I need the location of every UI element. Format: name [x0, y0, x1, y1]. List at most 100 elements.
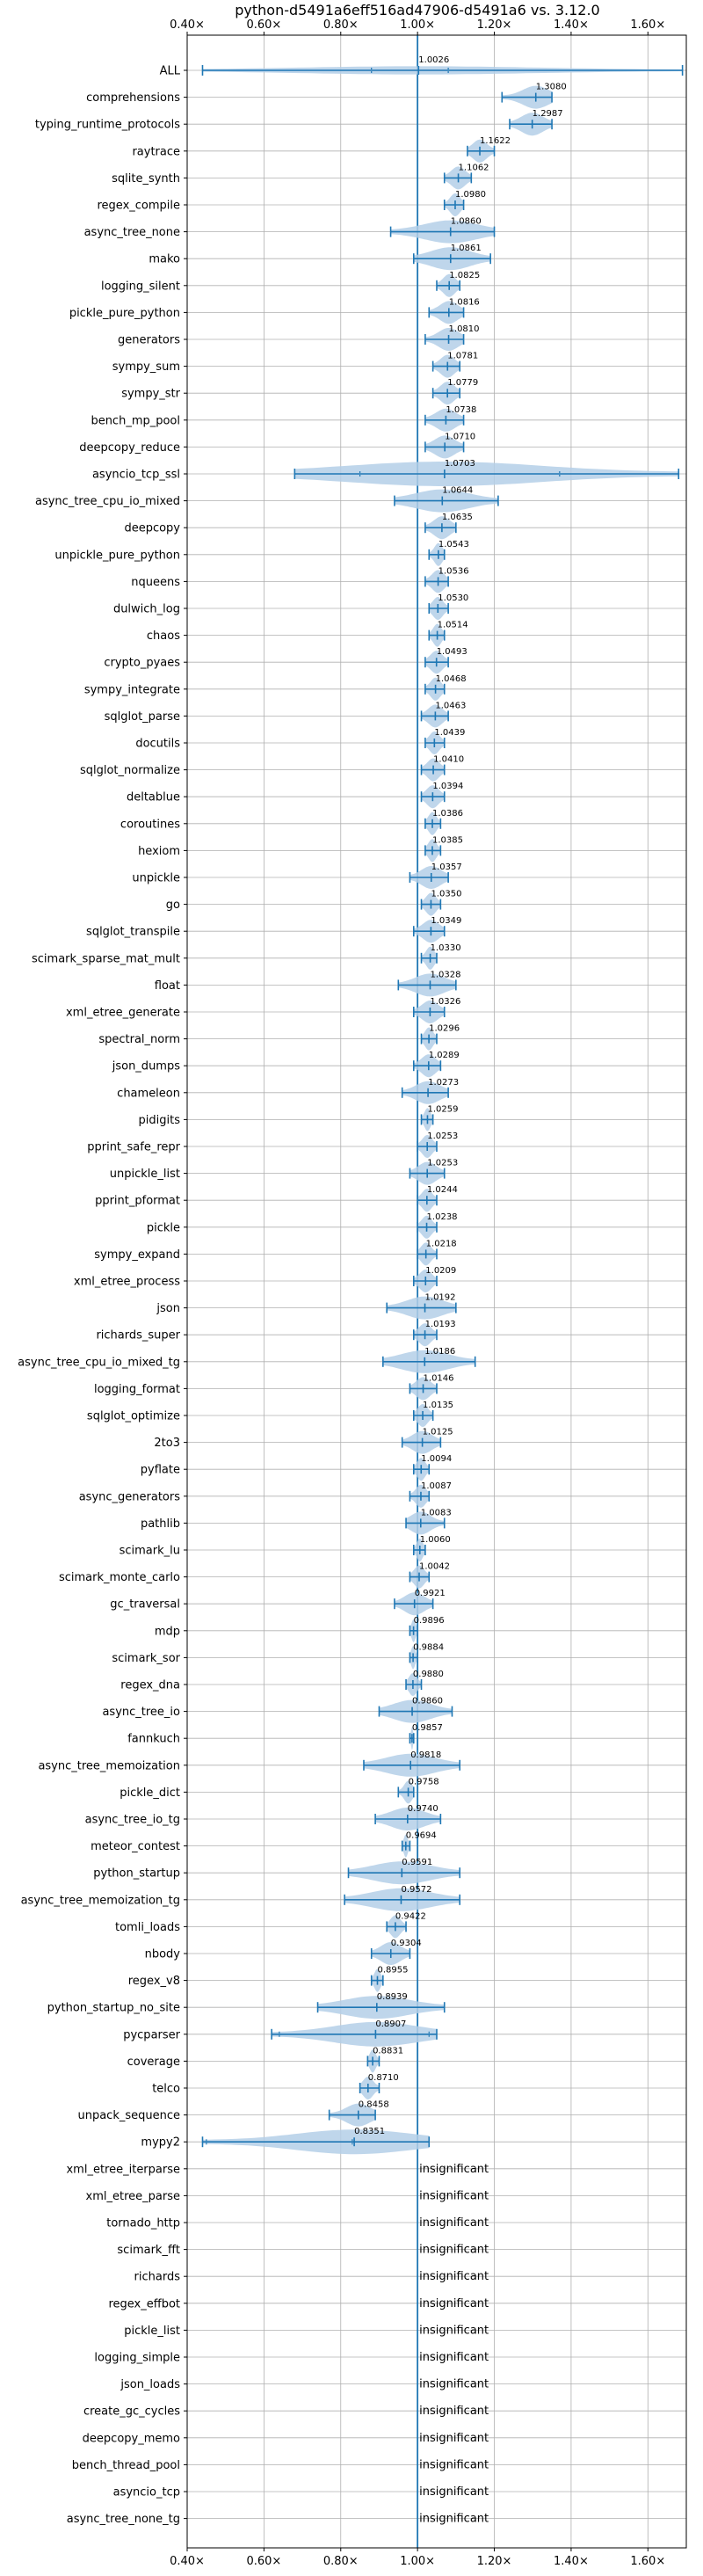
x-tick-label-bottom: 1.40× [554, 2555, 589, 2568]
insignificant-label: insignificant [419, 2244, 489, 2257]
category-label: mako [149, 253, 180, 266]
category-label: bench_mp_pool [91, 414, 180, 427]
value-label: 1.3080 [536, 83, 567, 92]
value-label: 0.9857 [412, 1723, 443, 1733]
category-label: pyflate [141, 1464, 180, 1477]
category-label: scimark_lu [120, 1545, 180, 1558]
category-label: scimark_sor [112, 1652, 180, 1665]
category-label: regex_v8 [128, 1975, 180, 1988]
category-label: chameleon [117, 1087, 180, 1100]
insignificant-label: insignificant [419, 2163, 489, 2176]
category-label: pprint_pformat [95, 1195, 180, 1208]
value-label: 0.9422 [395, 1911, 426, 1921]
value-label: 1.2987 [533, 109, 563, 119]
category-label: float [155, 979, 180, 993]
value-label: 1.0042 [419, 1562, 450, 1572]
value-label: 1.0350 [431, 890, 461, 899]
category-label: pickle_pure_python [69, 307, 180, 320]
category-label: richards [134, 2271, 181, 2284]
category-label: unpickle_list [110, 1168, 180, 1181]
category-label: async_tree_none_tg [67, 2513, 180, 2526]
value-label: 1.1622 [480, 136, 511, 146]
value-label: 1.0710 [445, 432, 475, 441]
x-tick-label-bottom: 1.60× [630, 2555, 665, 2568]
value-label: 1.0394 [432, 782, 463, 791]
value-label: 1.0493 [437, 647, 467, 657]
insignificant-label: insignificant [419, 2351, 489, 2364]
category-label: pickle_list [124, 2325, 180, 2338]
category-label: coroutines [120, 818, 180, 831]
category-label: sympy_str [121, 388, 180, 401]
value-label: 1.0439 [434, 728, 465, 738]
value-label: 1.0273 [428, 1078, 459, 1088]
value-label: 1.0861 [451, 244, 482, 253]
category-label: deepcopy [124, 522, 180, 535]
value-label: 1.0125 [423, 1428, 453, 1437]
category-label: json [156, 1302, 180, 1315]
value-label: 1.0543 [438, 540, 469, 549]
value-label: 1.0410 [433, 755, 464, 765]
insignificant-label: insignificant [419, 2189, 489, 2202]
category-label: 2to3 [154, 1437, 180, 1450]
category-label: pickle_dict [120, 1786, 180, 1800]
category-label: sqlglot_normalize [80, 764, 180, 777]
x-tick-label-top: 1.40× [554, 18, 589, 32]
value-label: 1.0514 [438, 621, 468, 630]
category-label: generators [118, 334, 180, 347]
value-label: 1.0385 [432, 835, 463, 845]
category-label: scimark_fft [117, 2244, 180, 2257]
value-label: 1.0209 [425, 1266, 456, 1276]
category-label: docutils [135, 738, 180, 751]
category-label: logging_silent [101, 280, 180, 293]
category-label: mdp [155, 1625, 180, 1638]
value-label: 0.9880 [413, 1670, 444, 1679]
category-label: tornado_http [106, 2217, 180, 2230]
value-label: 1.0253 [427, 1159, 458, 1168]
value-label: 1.0703 [445, 459, 475, 469]
value-label: 1.0238 [427, 1212, 458, 1222]
value-label: 1.0253 [427, 1132, 458, 1141]
category-label: scimark_sparse_mat_mult [32, 952, 180, 965]
category-label: unpickle [132, 872, 180, 885]
category-label: sqlglot_transpile [86, 926, 180, 939]
value-label: 1.0218 [426, 1239, 457, 1248]
value-label: 1.0860 [451, 217, 482, 227]
value-label: 0.8907 [375, 2019, 406, 2029]
value-label: 0.9921 [415, 1589, 446, 1598]
value-label: 0.9896 [414, 1616, 445, 1626]
value-label: 1.0326 [430, 997, 460, 1007]
category-label: telco [152, 2083, 180, 2096]
category-label: xml_etree_process [74, 1276, 180, 1289]
value-label: 0.9694 [406, 1831, 437, 1841]
value-label: 1.0330 [431, 943, 461, 953]
category-label: nqueens [131, 576, 180, 589]
value-label: 0.8939 [377, 1992, 408, 2002]
insignificant-label: insignificant [419, 2216, 489, 2230]
insignificant-label: insignificant [419, 2513, 489, 2526]
category-label: create_gc_cycles [83, 2405, 180, 2419]
value-label: 1.0463 [435, 701, 466, 710]
value-label: 0.9591 [402, 1858, 432, 1867]
value-label: 1.0781 [447, 352, 478, 361]
category-label: spectral_norm [98, 1033, 180, 1046]
category-label: json_loads [120, 2378, 180, 2391]
category-label: crypto_pyaes [104, 657, 180, 670]
value-label: 1.0083 [421, 1508, 452, 1517]
category-label: pycparser [123, 2028, 180, 2041]
value-label: 1.0146 [424, 1373, 454, 1383]
category-label: comprehensions [86, 91, 180, 105]
value-label: 1.0192 [425, 1293, 456, 1303]
value-label: 1.0328 [430, 970, 460, 979]
insignificant-label: insignificant [419, 2324, 489, 2337]
value-label: 0.9572 [401, 1885, 431, 1895]
category-label: unpack_sequence [77, 2109, 180, 2122]
value-label: 1.0980 [455, 190, 486, 200]
value-label: 1.0468 [436, 674, 467, 684]
value-label: 1.0349 [431, 916, 461, 926]
category-label: logging_format [94, 1383, 180, 1396]
category-label: ALL [160, 65, 181, 78]
category-label: logging_simple [94, 2352, 180, 2365]
value-label: 1.0135 [423, 1401, 453, 1410]
x-tick-label-top: 1.20× [477, 18, 512, 32]
insignificant-label: insignificant [419, 2485, 489, 2499]
